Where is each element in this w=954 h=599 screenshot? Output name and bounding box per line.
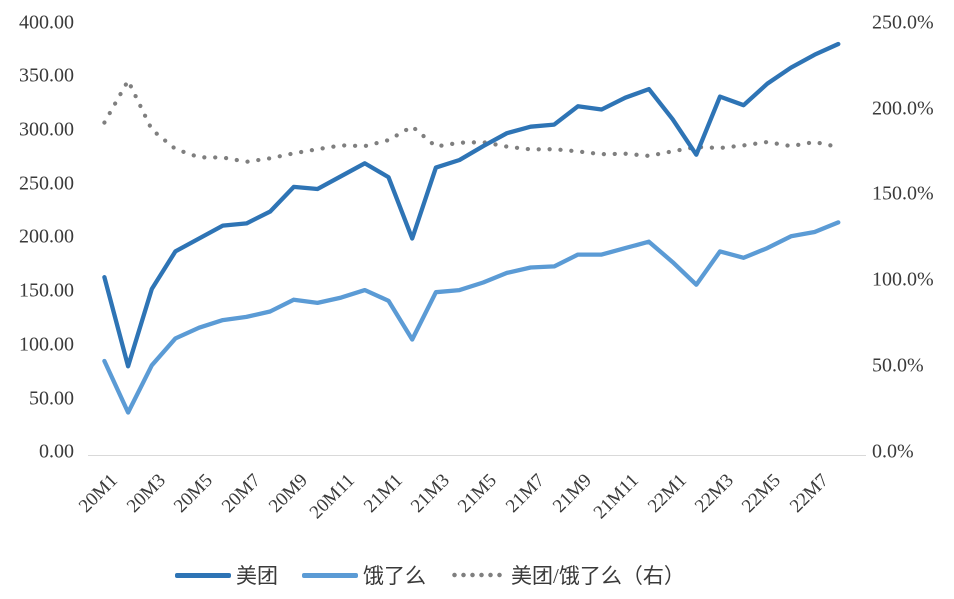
left-axis-tick: 100.00	[19, 333, 74, 356]
legend-swatch-ratio	[450, 572, 506, 578]
right-axis-tick: 0.0%	[872, 440, 914, 463]
legend-item-eleme: 饿了么	[302, 560, 426, 590]
left-axis-tick: 150.00	[19, 279, 74, 302]
series-eleme-line	[102, 220, 841, 415]
left-axis-tick: 200.00	[19, 225, 74, 248]
left-axis-tick: 50.00	[29, 387, 74, 410]
left-axis-tick: 250.00	[19, 172, 74, 195]
legend-item-meituan: 美团	[175, 560, 278, 590]
right-axis-tick: 100.0%	[872, 268, 934, 291]
series-ratio-line	[102, 78, 841, 164]
legend-label-meituan: 美团	[236, 564, 278, 588]
legend-swatch-meituan	[175, 572, 231, 578]
right-axis-tick: 150.0%	[872, 182, 934, 205]
legend-label-eleme: 饿了么	[363, 564, 426, 588]
right-axis-tick: 50.0%	[872, 354, 924, 377]
left-axis-tick: 0.00	[39, 440, 74, 463]
x-axis-baseline	[88, 455, 866, 456]
right-axis-tick: 200.0%	[872, 97, 934, 119]
left-axis-tick: 400.00	[19, 11, 74, 33]
left-axis-tick: 350.00	[19, 64, 74, 87]
legend-item-ratio: 美团/饿了么（右）	[450, 560, 685, 590]
legend: 美团 饿了么 美团/饿了么（右）	[175, 560, 685, 590]
legend-swatch-eleme	[302, 572, 358, 578]
legend-label-ratio: 美团/饿了么（右）	[511, 564, 685, 588]
series-meituan-line	[102, 41, 841, 369]
right-axis-tick: 250.0%	[872, 11, 934, 33]
left-axis-tick: 300.00	[19, 118, 74, 141]
